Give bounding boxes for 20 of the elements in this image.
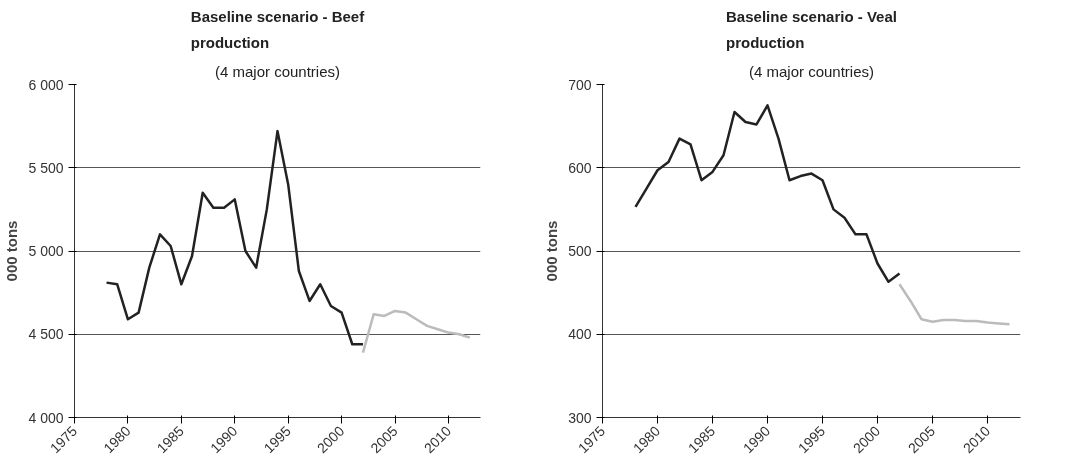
- y-axis-title: 000 tons: [543, 220, 561, 282]
- y-tick-label: 4 500: [28, 326, 64, 343]
- chart-subtitle: (4 major countries): [748, 62, 875, 80]
- line-series: [361, 309, 472, 354]
- y-tick-label: 5 500: [28, 159, 64, 176]
- y-tick-label: 6 000: [28, 76, 64, 93]
- y-tick-label: 4 000: [28, 409, 64, 426]
- y-tick-label: 300: [568, 409, 592, 426]
- y-tick-label: 500: [568, 243, 592, 259]
- y-tick-label: 600: [568, 159, 592, 176]
- chart-title: Baseline scenario - Veal production: [726, 8, 897, 51]
- y-tick-label: 400: [568, 326, 592, 343]
- y-tick-label: 700: [568, 76, 592, 93]
- chart-subtitle: (4 major countries): [214, 62, 341, 80]
- y-axis-title: 000 tons: [3, 220, 21, 282]
- y-tick-label: 5 000: [28, 243, 64, 259]
- line-series: [634, 104, 901, 284]
- chart-title: Baseline scenario - Beef production: [190, 8, 366, 51]
- line-series: [105, 129, 365, 346]
- line-series: [898, 283, 1011, 326]
